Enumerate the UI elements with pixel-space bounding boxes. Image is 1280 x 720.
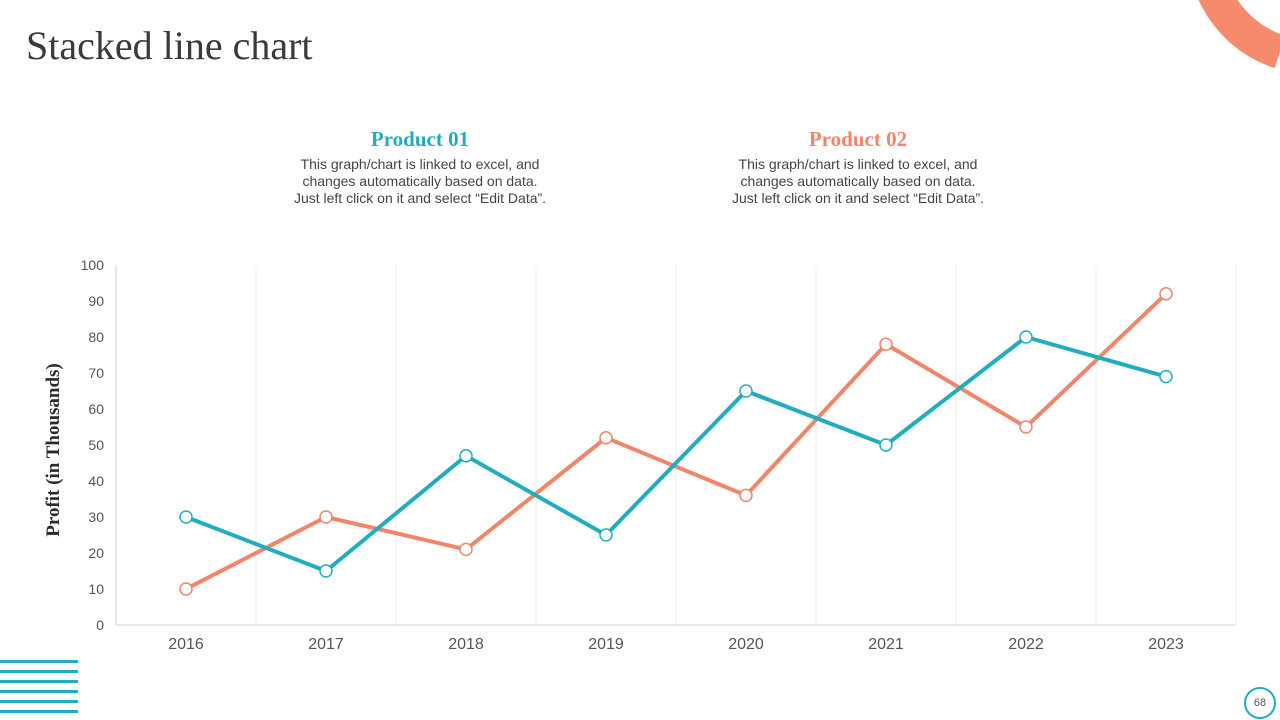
y-tick-label: 30 [88, 509, 104, 525]
y-tick-label: 90 [88, 293, 104, 309]
legend-product-02-description: This graph/chart is linked to excel, and… [731, 156, 985, 206]
data-point-product-01 [319, 564, 333, 578]
x-tick-label: 2018 [448, 636, 484, 653]
y-tick-label: 100 [81, 257, 105, 273]
data-point-product-02 [179, 582, 193, 596]
data-point-product-01 [1159, 369, 1173, 384]
x-tick-label: 2020 [728, 636, 764, 653]
y-tick-label: 50 [88, 437, 104, 453]
y-tick-label: 10 [88, 581, 104, 597]
slide-title: Stacked line chart [26, 23, 313, 68]
legend-product-02-name: Product 02 [808, 127, 908, 151]
x-tick-label: 2019 [588, 636, 624, 653]
data-point-product-02 [459, 542, 473, 557]
legend-product-01-name: Product 01 [370, 127, 470, 151]
data-point-product-02 [739, 488, 753, 503]
y-tick-label: 80 [88, 329, 104, 345]
data-point-product-01 [879, 438, 893, 452]
x-tick-label: 2017 [308, 636, 344, 653]
y-tick-label: 20 [88, 545, 104, 561]
data-point-product-01 [739, 384, 753, 398]
legend-product-01: Product 01 This graph/chart is linked to… [270, 126, 570, 207]
x-tick-label: 2022 [1008, 636, 1044, 653]
decorative-arc [1198, 0, 1280, 69]
x-tick-label: 2016 [168, 636, 204, 653]
legend-product-01-description: This graph/chart is linked to excel, and… [293, 156, 547, 206]
series-line-product-02 [184, 291, 1168, 591]
data-point-product-01 [459, 449, 473, 463]
y-tick-label: 0 [96, 617, 104, 633]
data-point-product-02 [879, 337, 893, 351]
decorative-stripes [0, 660, 78, 713]
data-point-product-02 [1159, 287, 1173, 301]
series-line-product-01 [184, 335, 1168, 573]
legend-product-02: Product 02 This graph/chart is linked to… [708, 126, 1008, 207]
data-point-product-02 [1019, 420, 1033, 434]
data-point-product-02 [319, 510, 333, 524]
data-point-product-01 [179, 510, 193, 524]
page-number: 68 [1244, 687, 1276, 719]
data-point-product-01 [1019, 330, 1033, 344]
y-tick-label: 40 [88, 473, 104, 489]
y-tick-label: 60 [88, 401, 104, 417]
y-tick-label: 70 [88, 365, 104, 381]
x-tick-label: 2021 [868, 636, 904, 653]
x-tick-label: 2023 [1148, 636, 1184, 653]
data-point-product-02 [599, 431, 613, 445]
data-point-product-01 [599, 528, 613, 542]
